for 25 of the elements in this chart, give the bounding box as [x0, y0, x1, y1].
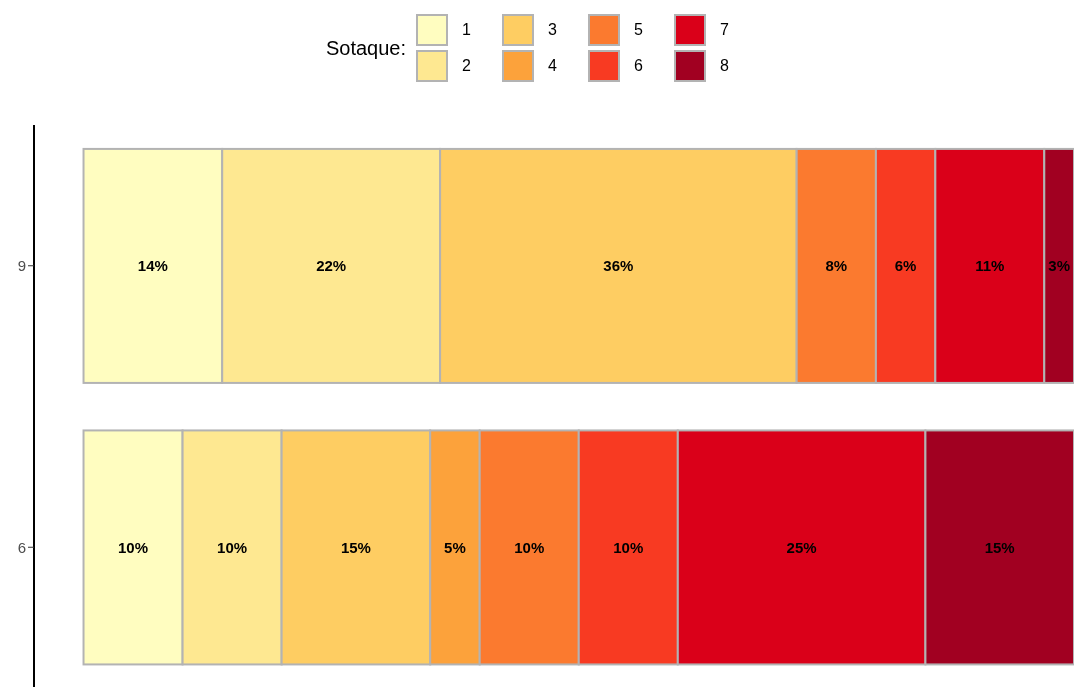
data-label: 3% [1048, 257, 1070, 275]
data-label: 10% [514, 538, 545, 556]
legend-label: 4 [547, 57, 558, 75]
legend-label: 7 [719, 21, 730, 39]
data-label: 25% [786, 538, 817, 556]
data-label: 10% [217, 538, 248, 556]
data-label: 15% [340, 538, 371, 556]
legend-title: Sotaque: [325, 36, 407, 60]
legend-label: 6 [633, 57, 644, 75]
data-label: 8% [825, 257, 848, 275]
data-label: 10% [118, 538, 149, 556]
data-label: 5% [444, 538, 466, 556]
data-label: 14% [137, 257, 168, 275]
data-label: 36% [603, 257, 634, 275]
data-label: 10% [613, 538, 644, 556]
legend-label: 1 [461, 21, 472, 39]
legend-label: 3 [547, 21, 558, 39]
y-tick-label: 9 [17, 257, 26, 275]
data-label: 11% [975, 257, 1005, 275]
data-label: 15% [984, 538, 1015, 556]
legend-label: 8 [719, 57, 730, 75]
legend-label: 5 [633, 21, 644, 39]
data-label: 6% [894, 257, 917, 275]
data-label: 22% [316, 257, 347, 275]
legend-label: 2 [461, 57, 472, 75]
